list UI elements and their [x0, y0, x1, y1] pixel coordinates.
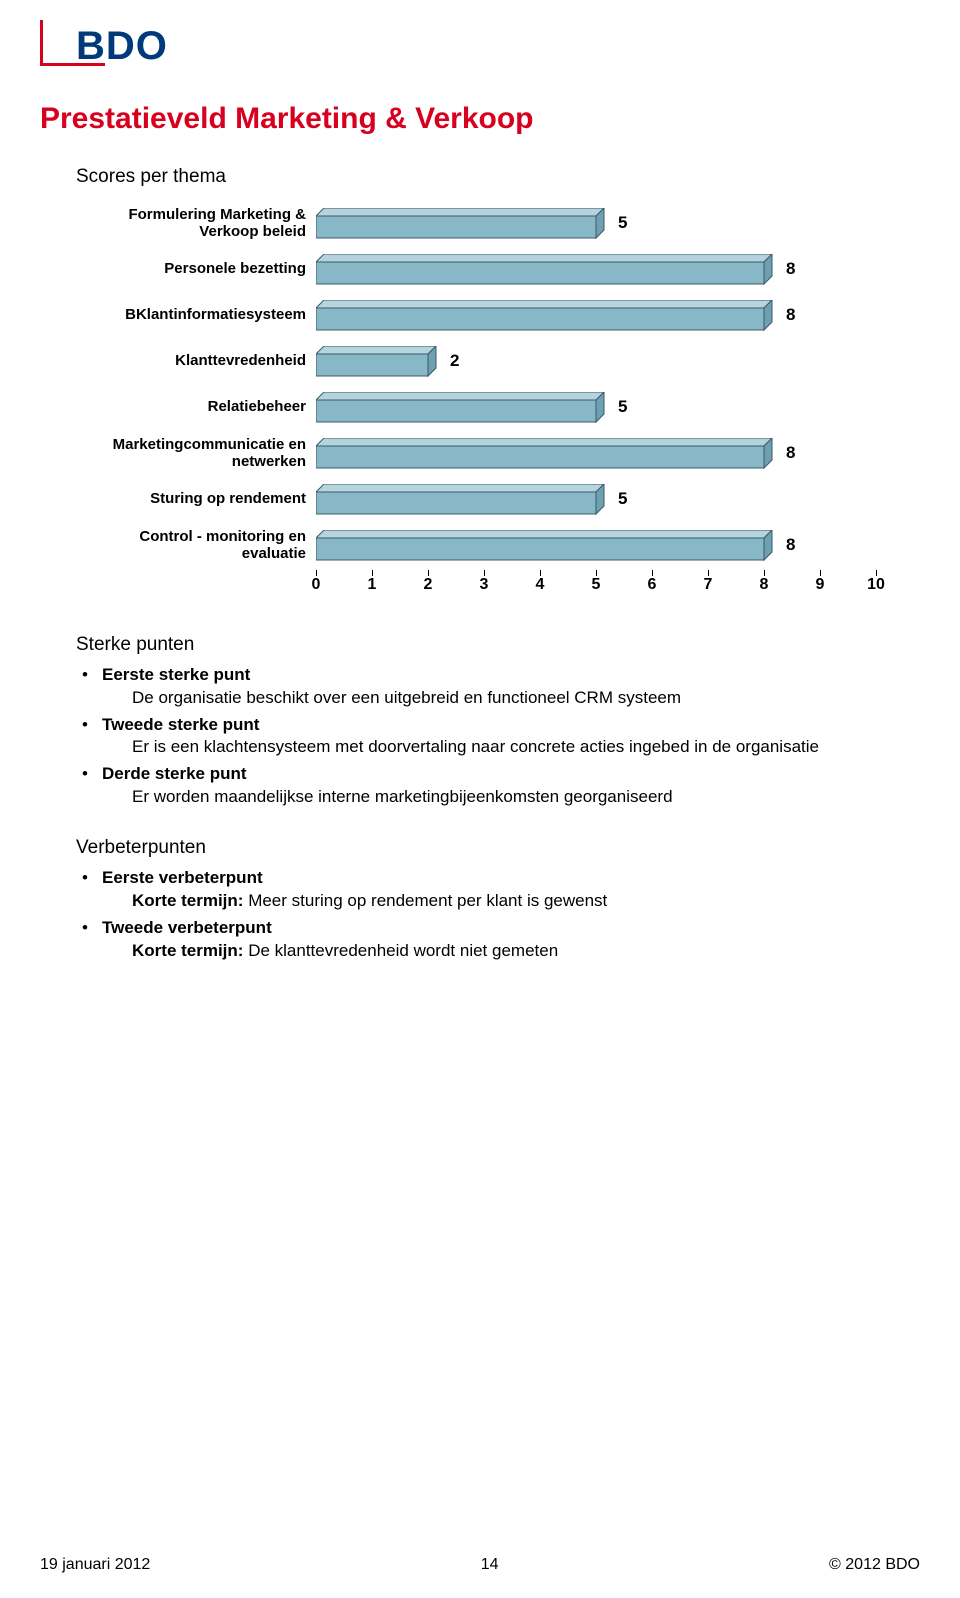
- logo-mark-icon: [40, 20, 68, 66]
- chart-value-label: 2: [450, 351, 459, 371]
- chart-value-label: 8: [786, 535, 795, 555]
- footer-date: 19 januari 2012: [40, 1556, 150, 1574]
- chart-bar: [316, 484, 606, 516]
- chart-row: Sturing op rendement 5: [76, 476, 920, 522]
- chart-row: Personele bezetting 8: [76, 246, 920, 292]
- chart-tick-label: 2: [424, 576, 433, 594]
- chart-bar: [316, 254, 774, 286]
- chart-row: Klanttevredenheid 2: [76, 338, 920, 384]
- chart-heading: Scores per thema: [76, 166, 920, 188]
- logo-text: BDO: [76, 26, 168, 66]
- verbeter-heading: Verbeterpunten: [76, 835, 920, 861]
- list-item-body: Er worden maandelijkse interne marketing…: [102, 786, 920, 809]
- logo: BDO: [40, 20, 920, 66]
- chart-bar: [316, 438, 774, 470]
- chart-bar-track: 5: [316, 384, 876, 430]
- footer: 19 januari 2012 14 © 2012 BDO: [40, 1556, 920, 1574]
- list-item: Eerste sterke punt De organisatie beschik…: [102, 664, 920, 710]
- chart-tick-label: 5: [592, 576, 601, 594]
- content-body: Sterke punten Eerste sterke punt De organ…: [76, 632, 920, 963]
- chart-axis: 0 1 2 3 4 5 6 7 8 9 10: [76, 568, 920, 602]
- list-item-body: Er is een klachtensysteem met doorvertal…: [102, 736, 920, 759]
- footer-copyright: © 2012 BDO: [829, 1556, 920, 1574]
- chart-row: BKlantinformatiesysteem 8: [76, 292, 920, 338]
- chart-category-label: Control - monitoring en evaluatie: [76, 528, 316, 563]
- scores-bar-chart: Formulering Marketing & Verkoop beleid 5 P…: [76, 200, 920, 602]
- chart-tick-label: 8: [760, 576, 769, 594]
- list-item-body: De organisatie beschikt over een uitgebr…: [102, 687, 920, 710]
- list-item-prefix: Korte termijn:: [132, 891, 243, 910]
- chart-category-label: BKlantinformatiesysteem: [76, 306, 316, 323]
- list-item: Eerste verbeterpunt Korte termijn: Meer s…: [102, 867, 920, 913]
- chart-category-label: Sturing op rendement: [76, 490, 316, 507]
- list-item-body: Korte termijn: De klanttevredenheid word…: [102, 940, 920, 963]
- chart-bar-track: 5: [316, 200, 876, 246]
- chart-tick-label: 10: [867, 576, 885, 594]
- chart-category-label: Marketingcommunicatie en netwerken: [76, 436, 316, 471]
- chart-tick-label: 3: [480, 576, 489, 594]
- chart-bar-track: 2: [316, 338, 876, 384]
- chart-row: Control - monitoring en evaluatie 8: [76, 522, 920, 568]
- chart-bar: [316, 346, 438, 378]
- chart-category-label: Formulering Marketing & Verkoop beleid: [76, 206, 316, 241]
- list-item: Derde sterke punt Er worden maandelijkse …: [102, 763, 920, 809]
- chart-tick-label: 1: [368, 576, 377, 594]
- chart-bar-track: 8: [316, 522, 876, 568]
- list-item-body: Korte termijn: Meer sturing op rendement…: [102, 890, 920, 913]
- verbeter-list: Eerste verbeterpunt Korte termijn: Meer s…: [76, 867, 920, 963]
- sterke-heading: Sterke punten: [76, 632, 920, 658]
- sterke-list: Eerste sterke punt De organisatie beschik…: [76, 664, 920, 810]
- page: BDO Prestatieveld Marketing & Verkoop Sc…: [0, 0, 960, 1598]
- chart-bar-track: 8: [316, 292, 876, 338]
- chart-tick-label: 7: [704, 576, 713, 594]
- list-item-title: Tweede verbeterpunt: [102, 918, 272, 937]
- chart-category-label: Klanttevredenheid: [76, 352, 316, 369]
- chart-row: Relatiebeheer 5: [76, 384, 920, 430]
- chart-row: Marketingcommunicatie en netwerken 8: [76, 430, 920, 476]
- chart-bar: [316, 392, 606, 424]
- chart-bar-track: 8: [316, 430, 876, 476]
- chart-x-axis: 012345678910: [316, 568, 876, 602]
- chart-value-label: 8: [786, 259, 795, 279]
- list-item-text: De klanttevredenheid wordt niet gemeten: [243, 941, 558, 960]
- chart-bar-track: 8: [316, 246, 876, 292]
- chart-tick-label: 0: [312, 576, 321, 594]
- list-item: Tweede verbeterpunt Korte termijn: De kla…: [102, 917, 920, 963]
- chart-value-label: 5: [618, 397, 627, 417]
- footer-page: 14: [481, 1556, 499, 1574]
- chart-bar-track: 5: [316, 476, 876, 522]
- chart-bar: [316, 530, 774, 562]
- chart-category-label: Personele bezetting: [76, 260, 316, 277]
- chart-category-label: Relatiebeheer: [76, 398, 316, 415]
- chart-row: Formulering Marketing & Verkoop beleid 5: [76, 200, 920, 246]
- list-item-prefix: Korte termijn:: [132, 941, 243, 960]
- list-item: Tweede sterke punt Er is een klachtensyst…: [102, 714, 920, 760]
- list-item-text: Meer sturing op rendement per klant is g…: [243, 891, 607, 910]
- chart-value-label: 8: [786, 443, 795, 463]
- list-item-title: Tweede sterke punt: [102, 715, 259, 734]
- chart-tick-label: 9: [816, 576, 825, 594]
- list-item-title: Derde sterke punt: [102, 764, 247, 783]
- chart-container: Formulering Marketing & Verkoop beleid 5 P…: [76, 200, 920, 602]
- list-item-title: Eerste verbeterpunt: [102, 868, 263, 887]
- chart-value-label: 5: [618, 489, 627, 509]
- chart-value-label: 8: [786, 305, 795, 325]
- chart-value-label: 5: [618, 213, 627, 233]
- chart-bar: [316, 208, 606, 240]
- chart-bar: [316, 300, 774, 332]
- chart-tick-label: 4: [536, 576, 545, 594]
- chart-tick-label: 6: [648, 576, 657, 594]
- list-item-title: Eerste sterke punt: [102, 665, 250, 684]
- page-title: Prestatieveld Marketing & Verkoop: [40, 102, 920, 136]
